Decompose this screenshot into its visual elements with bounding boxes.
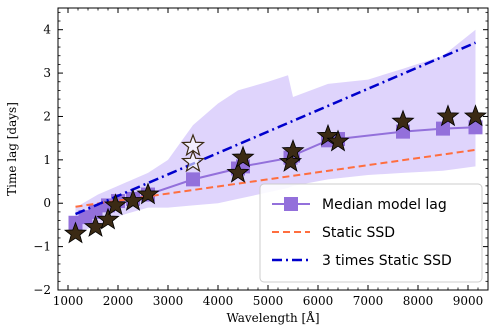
y-tick-label: 0 (43, 196, 51, 210)
median-model-lag-square (186, 172, 200, 187)
observed-lag-star (231, 145, 255, 168)
axes-layer: 1000 2000 3000 4000 5000 6000 7000 8000 9000 −2 −1… (33, 7, 489, 308)
median-model-lag-square (88, 204, 103, 219)
observed-lag-star (121, 188, 145, 211)
observed-lag-star (63, 221, 88, 244)
y-tick-label: −1 (33, 240, 51, 254)
x-tick-label: 9000 (453, 294, 484, 308)
legend-label: Median model lag (322, 197, 447, 213)
median-model-lag-square (436, 121, 450, 136)
observed-lag-star (463, 104, 488, 127)
legend-label: 3 times Static SSD (322, 253, 452, 269)
x-axis-title: Wavelength [Å] (226, 310, 319, 325)
y-tick-label: 3 (43, 66, 51, 80)
x-tick-label: 2000 (103, 294, 134, 308)
x-tick-label: 5000 (253, 294, 284, 308)
legend-label: Static SSD (322, 225, 395, 241)
x-tick-label: 1000 (53, 294, 84, 308)
y-tick-label: −2 (33, 283, 51, 297)
x-tick-label: 7000 (353, 294, 384, 308)
y-axis-title: Time lag [days] (5, 102, 19, 196)
observed-lag-star (326, 129, 350, 152)
x-tick-label: 4000 (203, 294, 234, 308)
y-tick-label: 1 (43, 153, 51, 167)
uncertainty-band-layer (75, 29, 476, 234)
median-lag-uncertainty-band (75, 29, 476, 234)
observed-lag-star (103, 193, 128, 216)
plot-frame (57, 7, 489, 291)
observed-lag-star (316, 123, 340, 146)
observed-lag-star (436, 104, 460, 127)
markers-layer (63, 104, 488, 244)
y-tick-label: 4 (43, 23, 51, 37)
three-times-static-ssd-line (75, 41, 476, 216)
x-tick-label: 8000 (403, 294, 434, 308)
observed-lag-star (391, 109, 415, 132)
legend-box (259, 183, 483, 283)
legend-median-square (284, 197, 298, 211)
observed-lag-star (281, 139, 305, 161)
observed-lag-star (136, 182, 160, 205)
excluded-lag-star (180, 149, 206, 173)
legend: Median model lag Static SSD 3 times Static… (259, 183, 483, 283)
y-tick-label: 2 (43, 109, 51, 123)
observed-lag-star (226, 160, 250, 183)
x-tick-label: 6000 (303, 294, 334, 308)
x-tick-label: 3000 (153, 294, 184, 308)
observed-lag-star (96, 207, 120, 230)
